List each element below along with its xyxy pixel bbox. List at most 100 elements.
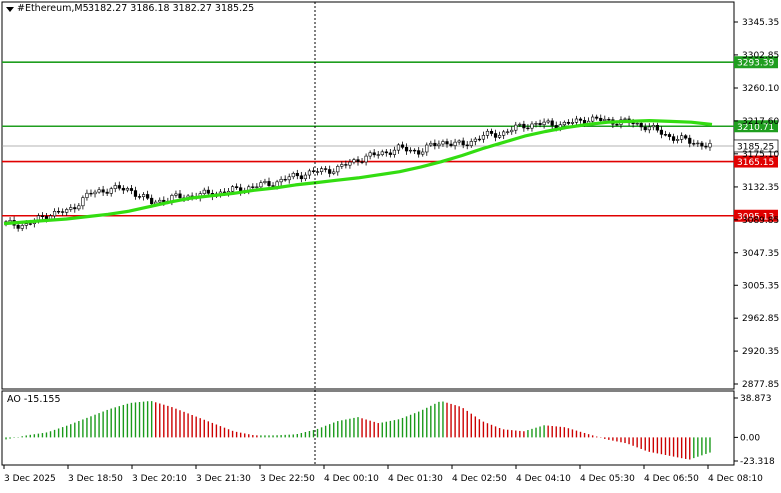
candle-body xyxy=(235,186,239,188)
candle-body xyxy=(623,118,627,121)
candle-body xyxy=(607,118,611,121)
candle-body xyxy=(566,121,570,124)
current-price-label: 3185.25 xyxy=(737,142,774,152)
candle-body xyxy=(413,149,417,152)
candle-body xyxy=(485,130,490,136)
price-tick-label: 3302.85 xyxy=(742,51,779,61)
candle-body xyxy=(461,140,465,146)
candle-body xyxy=(206,189,210,194)
candle-body xyxy=(591,116,595,122)
candle-body xyxy=(360,161,364,163)
candle-body xyxy=(550,120,554,126)
candle-body xyxy=(421,151,425,155)
candle-body xyxy=(647,126,651,131)
time-tick-label: 3 Dec 2025 xyxy=(4,474,56,484)
candle-body xyxy=(174,193,178,196)
candle-body xyxy=(526,127,530,130)
price-tick-label: 2920.35 xyxy=(742,347,779,357)
candle-body xyxy=(40,215,45,217)
candle-body xyxy=(429,142,433,146)
candle-body xyxy=(392,149,397,155)
candle-body xyxy=(202,189,206,194)
candle-body xyxy=(77,205,81,210)
chart-menu-arrow-icon[interactable] xyxy=(6,7,14,12)
candle-body xyxy=(680,135,684,140)
candle-body xyxy=(696,142,700,145)
candle-body xyxy=(348,161,352,166)
candle-body xyxy=(344,164,348,166)
candle-body xyxy=(599,117,603,121)
moving-average-line xyxy=(3,119,713,226)
time-tick-label: 4 Dec 00:10 xyxy=(324,474,379,484)
candle-body xyxy=(61,211,65,213)
candle-body xyxy=(255,186,259,188)
candle-body xyxy=(469,141,473,146)
price-tick-label: 3005.35 xyxy=(742,281,779,291)
level-price-tag xyxy=(734,56,778,69)
candle-body xyxy=(659,129,664,135)
candle-body xyxy=(267,181,271,186)
candle-body xyxy=(101,189,105,193)
candle-body xyxy=(497,134,502,138)
candle-body xyxy=(129,188,134,191)
candle-body xyxy=(20,225,24,229)
candle-body xyxy=(113,185,117,189)
candle-body xyxy=(574,118,579,123)
time-tick-label: 4 Dec 04:10 xyxy=(516,474,571,484)
candle-body xyxy=(146,194,150,199)
candle-body xyxy=(465,144,469,147)
candle-body xyxy=(663,134,668,136)
level-price-label: 3095.13 xyxy=(737,212,774,222)
ao-tick-label: -23.318 xyxy=(740,457,775,467)
candle-body xyxy=(538,123,542,125)
candle-body xyxy=(510,129,514,133)
candle-body xyxy=(453,141,457,146)
candle-body xyxy=(534,123,538,125)
candle-body xyxy=(489,130,494,134)
candle-body xyxy=(332,171,336,174)
price-tick-label: 3047.35 xyxy=(742,249,779,259)
candle-body xyxy=(514,124,518,131)
candle-body xyxy=(364,155,368,163)
candle-body xyxy=(643,126,647,131)
candle-body xyxy=(324,168,328,170)
candle-body xyxy=(562,121,566,126)
level-price-label: 3165.15 xyxy=(737,158,774,168)
candle-body xyxy=(65,209,69,213)
ohlc-readout: 3182.27 3186.18 3182.27 3185.25 xyxy=(88,3,255,14)
time-tick-label: 4 Dec 08:10 xyxy=(708,474,763,484)
candle-body xyxy=(158,199,162,203)
candle-body xyxy=(137,196,142,198)
candle-body xyxy=(376,154,380,156)
candle-body xyxy=(530,123,534,129)
candle-body xyxy=(295,172,299,177)
candle-body xyxy=(502,131,506,136)
candle-body xyxy=(704,145,708,148)
candle-body xyxy=(44,216,49,220)
candle-body xyxy=(506,131,510,133)
time-tick-label: 3 Dec 22:50 xyxy=(260,474,315,484)
candle-body xyxy=(518,123,522,126)
price-tick-label: 2962.85 xyxy=(742,314,779,324)
candle-body xyxy=(635,122,639,125)
candle-body xyxy=(16,224,20,229)
candle-body xyxy=(582,120,587,124)
candle-body xyxy=(97,189,101,193)
candle-body xyxy=(671,136,676,141)
price-tick-label: 3345.35 xyxy=(742,18,779,28)
level-price-tag xyxy=(734,120,778,133)
candle-body xyxy=(303,174,308,180)
time-tick-label: 4 Dec 06:50 xyxy=(644,474,699,484)
candle-body xyxy=(251,186,255,188)
candle-body xyxy=(279,178,283,183)
candle-body xyxy=(336,166,340,173)
candle-body xyxy=(404,146,409,152)
candle-body xyxy=(81,197,85,207)
candle-body xyxy=(121,187,125,191)
candle-body xyxy=(105,191,109,194)
candle-body xyxy=(24,223,28,226)
candle-body xyxy=(684,135,688,139)
candle-body xyxy=(328,169,332,174)
